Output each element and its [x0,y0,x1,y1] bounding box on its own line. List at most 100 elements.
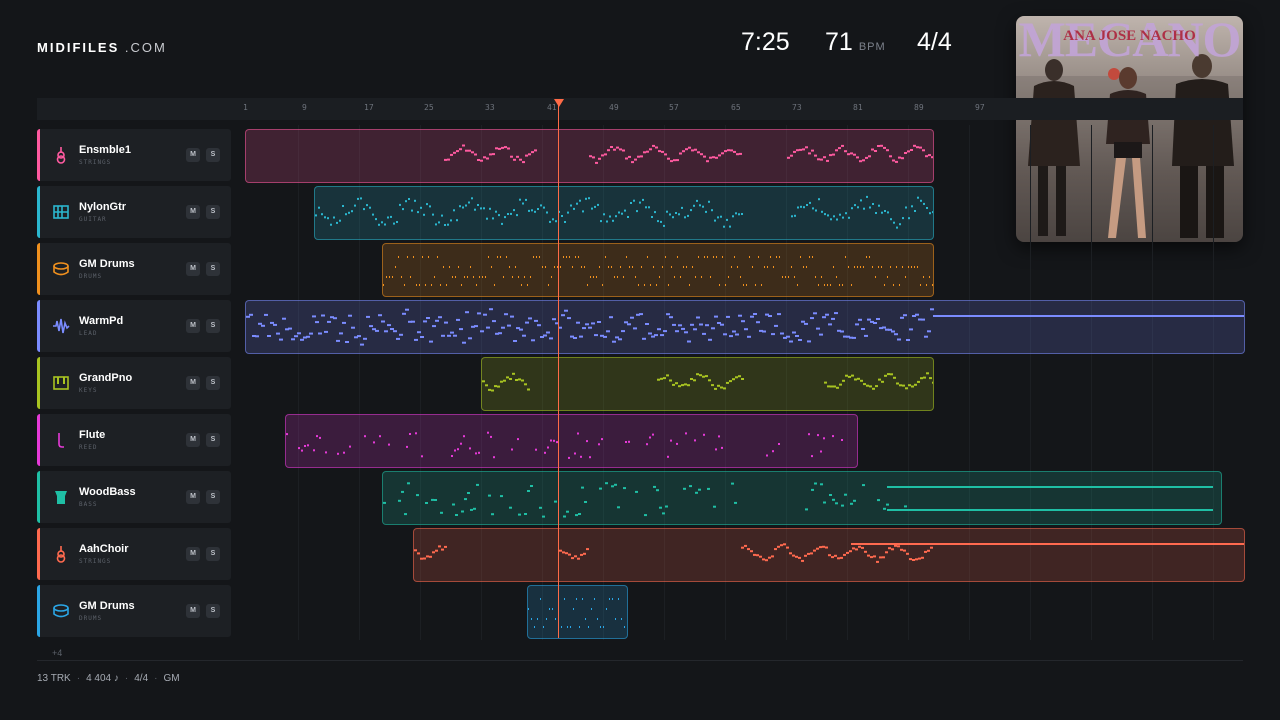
grid-line [1030,125,1031,640]
track-header[interactable]: Flute REED M S [37,414,231,466]
grid-line [664,125,665,640]
track-color-bar [37,300,40,352]
solo-button[interactable]: S [206,547,220,561]
midi-clip[interactable] [245,300,1245,354]
mute-button[interactable]: M [186,205,200,219]
grid-line [969,125,970,640]
midi-clip[interactable] [382,243,934,297]
track-color-bar [37,414,40,466]
midi-clip[interactable] [245,129,934,183]
time-signature-display: 4/4 [917,28,952,56]
midi-clip[interactable] [382,471,1222,525]
ruler-mark: 33 [485,103,495,112]
clip-notes [383,482,1213,518]
track-color-bar [37,471,40,523]
track-name: GM Drums [79,600,135,612]
playhead-handle[interactable] [554,99,564,107]
track-color-bar [37,243,40,295]
track-header[interactable]: GM Drums DRUMS M S [37,585,231,637]
grid-line [725,125,726,640]
mute-button[interactable]: M [186,490,200,504]
solo-button[interactable]: S [206,205,220,219]
track-name: GrandPno [79,372,133,384]
track-name: Ensmble1 [79,144,131,156]
album-title: MECANO [1018,16,1242,67]
ruler-mark: 73 [792,103,802,112]
note-count: 4 404 ♪ [86,673,119,684]
mute-button[interactable]: M [186,376,200,390]
track-name: WoodBass [79,486,136,498]
footer-stats: 13 TRK · 4 404 ♪ · 4/4 · GM [37,673,180,684]
clip-notes [286,431,843,459]
album-subtitle: ANA JOSE NACHO [1063,28,1196,44]
track-color-bar [37,357,40,409]
grid-line [1091,125,1092,640]
solo-button[interactable]: S [206,148,220,162]
ruler-mark: 97 [975,103,985,112]
track-type: REED [79,444,98,451]
mute-button[interactable]: M [186,262,200,276]
solo-button[interactable]: S [206,376,220,390]
timeline-ruler[interactable]: 1 9 17 25 33 41 49 57 65 73 81 89 97 [37,98,1243,120]
midi-clip[interactable] [481,357,934,411]
track-header[interactable]: WoodBass BASS M S [37,471,231,523]
track-type: DRUMS [79,615,103,622]
more-tracks-indicator[interactable]: +4 [52,648,63,658]
footer-time-signature: 4/4 [134,673,149,684]
grid-line [786,125,787,640]
ruler-mark: 65 [731,103,741,112]
ruler-mark: 9 [302,103,307,112]
track-header[interactable]: GM Drums DRUMS M S [37,243,231,295]
mute-button[interactable]: M [186,148,200,162]
clip-notes [383,256,933,286]
midi-clip[interactable] [413,528,1245,582]
solo-button[interactable]: S [206,490,220,504]
grid-line [1152,125,1153,640]
ruler-mark: 49 [609,103,619,112]
track-header[interactable]: NylonGtr GUITAR M S [37,186,231,238]
clip-notes [414,543,1244,563]
grid-line [847,125,848,640]
grid-line [359,125,360,640]
grid-line [298,125,299,640]
arrangement-grid [240,125,1243,640]
solo-button[interactable]: S [206,262,220,276]
mute-button[interactable]: M [186,319,200,333]
duration-display: 7:25 [741,28,790,56]
midi-clip[interactable] [527,585,628,639]
playhead[interactable] [558,100,559,638]
midi-standard: GM [163,673,180,684]
guitar-neck-icon [52,203,70,221]
mute-button[interactable]: M [186,604,200,618]
footer-divider [37,660,1243,661]
brand-logo[interactable]: MIDIFILES .COM [37,40,167,55]
track-header[interactable]: GrandPno KEYS M S [37,357,231,409]
track-header[interactable]: AahChoir STRINGS M S [37,528,231,580]
clip-notes [444,144,933,164]
solo-button[interactable]: S [206,433,220,447]
ruler-mark: 17 [364,103,374,112]
clip-notes [315,195,933,229]
brand-suffix: .COM [124,40,167,55]
track-color-bar [37,585,40,637]
track-header[interactable]: Ensmble1 STRINGS M S [37,129,231,181]
track-header[interactable]: WarmPd LEAD M S [37,300,231,352]
drum-icon [52,602,70,620]
ruler-mark: 41 [547,103,557,112]
tempo-value: 71 [825,28,853,56]
solo-button[interactable]: S [206,319,220,333]
ruler-mark: 25 [424,103,434,112]
midi-clip[interactable] [314,186,934,240]
track-type: STRINGS [79,558,112,565]
solo-button[interactable]: S [206,604,220,618]
track-color-bar [37,528,40,580]
mute-button[interactable]: M [186,547,200,561]
violin-icon [52,146,70,164]
track-color-bar [37,129,40,181]
track-name: Flute [79,429,106,441]
midi-clip[interactable] [285,414,858,468]
grid-line [1213,125,1214,640]
grid-line [908,125,909,640]
mute-button[interactable]: M [186,433,200,447]
violin-icon [52,545,70,563]
